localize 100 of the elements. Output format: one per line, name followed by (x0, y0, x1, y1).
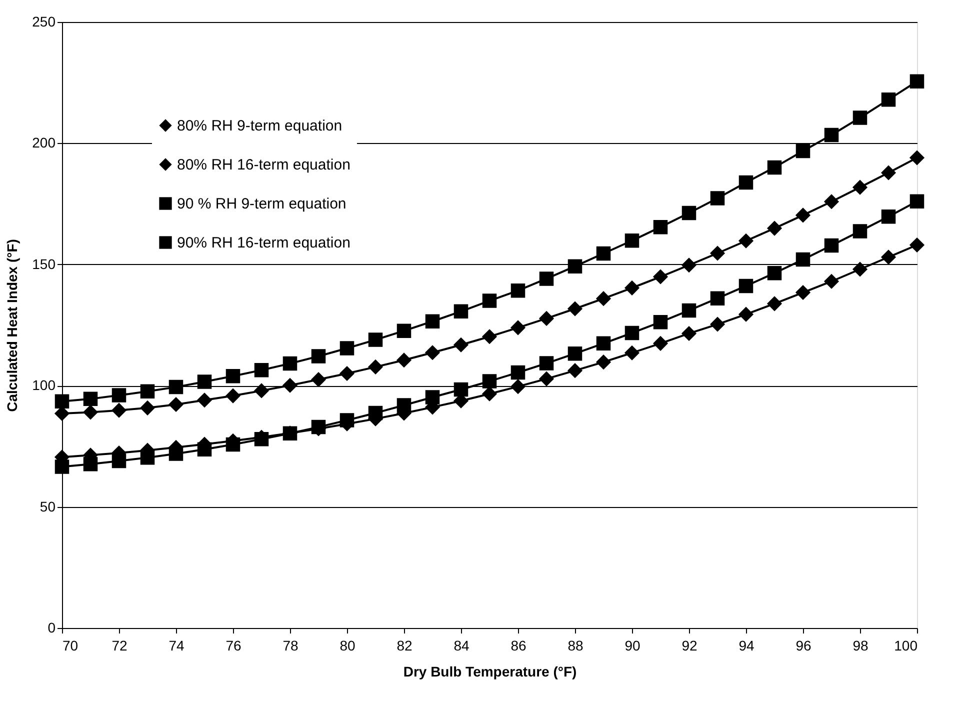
point (454, 338, 468, 352)
point (796, 252, 810, 267)
point (710, 191, 725, 206)
point (282, 356, 298, 371)
point (226, 437, 240, 452)
point (653, 220, 668, 234)
point (396, 398, 412, 412)
y-axis-title: Calculated Heat Index (°F) (4, 239, 20, 412)
point (340, 366, 354, 381)
point (568, 346, 582, 361)
point (910, 150, 924, 165)
point (852, 262, 868, 276)
x-tick-label: 94 (738, 638, 754, 654)
point (539, 272, 554, 286)
point (510, 283, 526, 298)
point (568, 259, 582, 274)
legend-label: 80% RH 9-term equation (177, 118, 342, 134)
point (682, 206, 696, 220)
point (425, 346, 440, 360)
point (881, 250, 896, 264)
x-tick-label: 90 (624, 638, 640, 654)
point (368, 360, 383, 374)
point (539, 311, 554, 326)
point (596, 336, 611, 351)
point (852, 110, 868, 125)
x-tick-label: 86 (510, 638, 526, 654)
point (824, 238, 839, 253)
point (482, 374, 497, 388)
x-tick-label: 74 (168, 638, 184, 654)
point (510, 320, 526, 335)
point (653, 314, 668, 330)
point (368, 406, 383, 420)
x-tick-label: 76 (226, 638, 242, 654)
point (226, 369, 240, 384)
point (254, 362, 269, 378)
point (624, 280, 640, 296)
point (824, 194, 839, 209)
point (881, 166, 896, 180)
point (596, 246, 611, 261)
point (539, 372, 554, 386)
x-tick-label: 96 (796, 638, 812, 654)
point (824, 274, 839, 288)
point (368, 332, 383, 347)
point (226, 388, 240, 403)
x-tick-label: 80 (340, 638, 356, 654)
y-tick-label: 50 (40, 498, 56, 514)
point (767, 221, 782, 236)
point (767, 296, 782, 311)
legend-label: 80% RH 16-term equation (177, 156, 350, 174)
legend-label: 90% RH 16-term equation (177, 234, 350, 252)
point (710, 291, 725, 306)
point (425, 390, 440, 404)
point (140, 384, 155, 399)
point (254, 384, 269, 398)
point (454, 382, 468, 397)
point (710, 246, 725, 260)
point (796, 285, 810, 300)
point (254, 432, 269, 446)
point (197, 393, 212, 408)
point (796, 208, 810, 222)
x-tick-label: 78 (282, 638, 298, 654)
point (852, 224, 868, 238)
point (596, 291, 611, 306)
point (168, 446, 184, 461)
point (653, 270, 668, 284)
x-tick-label: 82 (396, 638, 412, 654)
point (568, 302, 582, 316)
point (112, 454, 126, 468)
point (112, 403, 126, 418)
point (824, 128, 839, 142)
point (340, 413, 354, 428)
point (738, 278, 754, 294)
y-tick-label: 250 (32, 14, 56, 30)
point (682, 303, 696, 318)
point (568, 363, 582, 378)
point (539, 356, 554, 370)
point (624, 346, 640, 360)
point (197, 442, 212, 456)
point (767, 266, 782, 280)
point (282, 426, 298, 440)
x-tick-label: 98 (852, 638, 868, 654)
point (54, 460, 70, 474)
point (881, 210, 896, 224)
y-tick-label: 0 (48, 620, 56, 636)
point (881, 92, 896, 107)
point (83, 392, 98, 406)
point (311, 349, 326, 364)
point (624, 326, 640, 340)
point (396, 324, 412, 338)
point (910, 194, 924, 208)
point (112, 388, 126, 402)
point (682, 258, 696, 272)
point (482, 294, 497, 308)
legend-label: 90 % RH 9-term equation (177, 196, 346, 212)
point (340, 341, 354, 356)
y-tick-label: 200 (32, 134, 56, 151)
point (653, 336, 668, 351)
point (140, 450, 155, 465)
point (510, 365, 526, 380)
point (54, 394, 70, 408)
